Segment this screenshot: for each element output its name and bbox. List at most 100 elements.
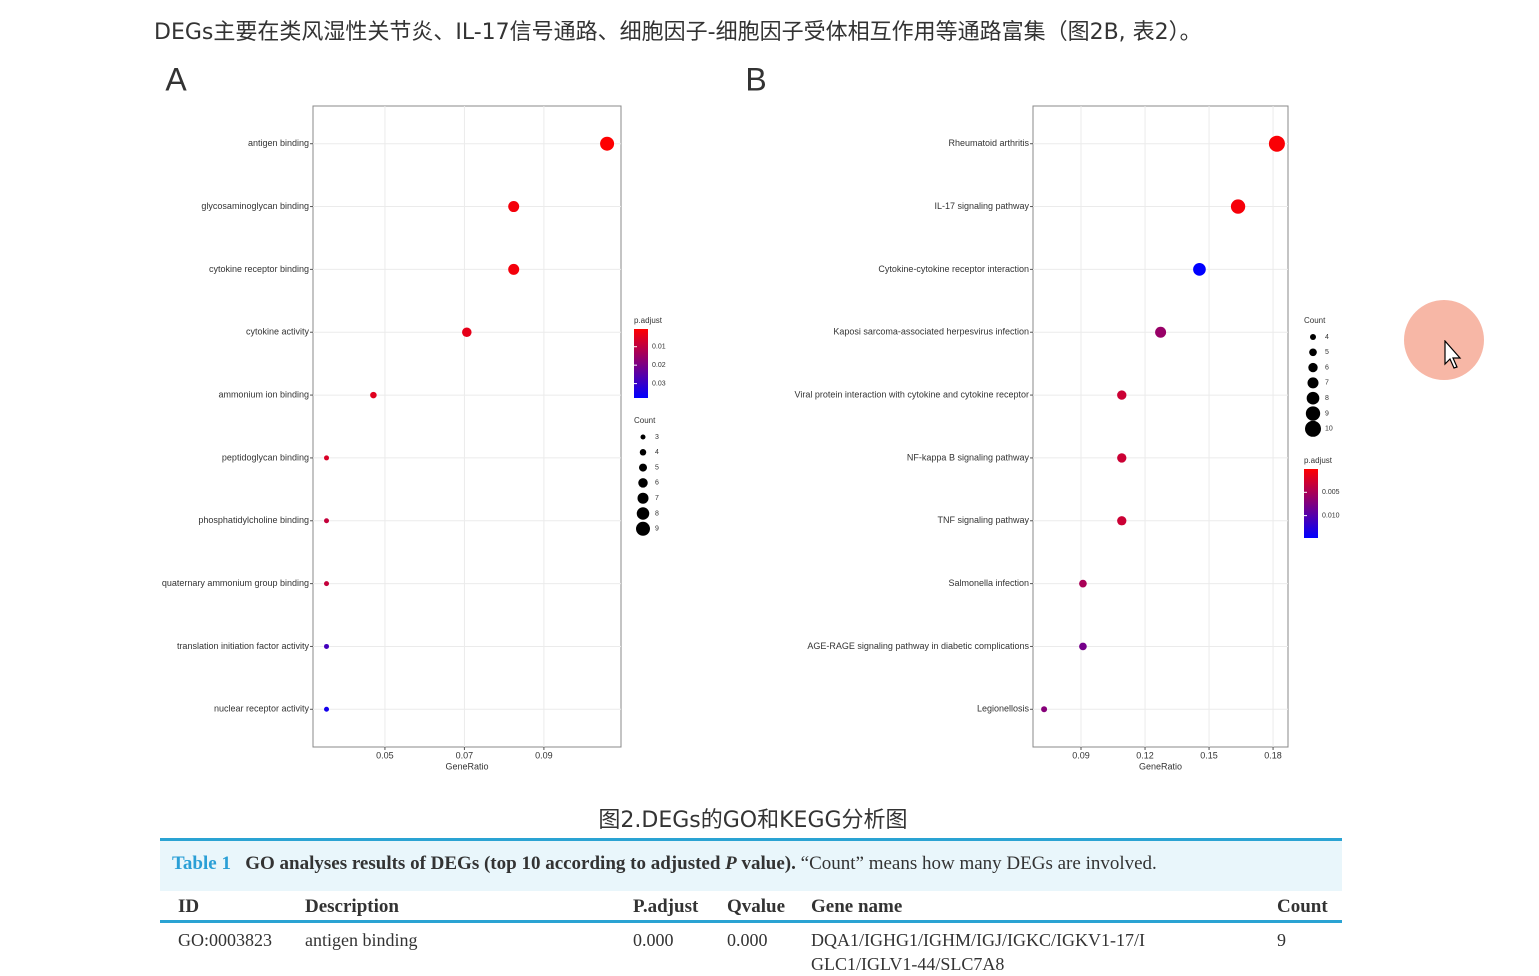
panel-label: B xyxy=(745,61,766,97)
size-legend-label: 7 xyxy=(655,495,659,502)
dot xyxy=(1155,326,1167,338)
size-legend-label: 3 xyxy=(655,434,659,441)
colorbar-tick-label: 0.03 xyxy=(652,380,666,387)
figure: A 0.05 0.07 0.09 GeneRatio antigen binding gly… xyxy=(162,61,1340,771)
y-tick-label: Legionellosis xyxy=(977,704,1030,714)
colorbar-tick-label: 0.01 xyxy=(652,344,666,351)
size-legend-label: 6 xyxy=(655,480,659,487)
y-tick-label: Kaposi sarcoma-associated herpesvirus in… xyxy=(833,327,1029,337)
column-header: Count xyxy=(1277,896,1328,917)
size-legend-dot xyxy=(1305,406,1321,421)
y-tick-label: AGE-RAGE signaling pathway in diabetic c… xyxy=(807,641,1029,651)
colorbar-tick-label: 0.005 xyxy=(1322,489,1340,496)
header-rule xyxy=(160,920,1342,923)
x-tick-label: 0.07 xyxy=(456,750,474,760)
size-legend-label: 5 xyxy=(1325,349,1329,356)
size-legend-dot xyxy=(638,478,648,488)
y-tick-label: Salmonella infection xyxy=(948,578,1029,588)
dot xyxy=(1117,453,1127,463)
table-cell: antigen binding xyxy=(305,930,418,950)
title-part: value). xyxy=(736,853,796,874)
size-legend-dot xyxy=(640,434,646,440)
x-tick-label: 0.09 xyxy=(1072,750,1090,760)
dot xyxy=(1230,199,1246,214)
size-legend-dot xyxy=(1308,362,1318,373)
y-tick-label: phosphatidylcholine binding xyxy=(198,515,309,525)
legend-title: Count xyxy=(1304,316,1326,325)
size-legend-label: 9 xyxy=(655,526,659,533)
table-title: Table 1 GO analyses results of DEGs (top… xyxy=(172,853,1157,875)
y-tick-label: cytokine activity xyxy=(246,327,310,337)
dot xyxy=(370,391,377,399)
y-tick-label: IL-17 signaling pathway xyxy=(934,201,1029,211)
panel-label: A xyxy=(165,61,187,97)
size-legend-label: 4 xyxy=(655,449,659,456)
body-text: DEGs主要在类风湿性关节炎、IL-17信号通路、细胞因子-细胞因子受体相互作用… xyxy=(154,20,1202,45)
size-legend-dot xyxy=(1309,348,1317,357)
table-cell: GO:0003823 xyxy=(178,930,272,950)
dot xyxy=(462,327,472,337)
dot xyxy=(324,455,330,461)
size-legend-label: 4 xyxy=(1325,334,1329,341)
colorbar-tick-label: 0.02 xyxy=(652,362,666,369)
dot xyxy=(324,581,330,587)
size-legend-dot xyxy=(1310,334,1316,340)
x-tick-label: 0.18 xyxy=(1264,750,1282,760)
x-tick-label: 0.09 xyxy=(535,750,553,760)
column-header: Gene name xyxy=(811,896,903,917)
legend-title: p.adjust xyxy=(1304,456,1333,465)
y-tick-label: Rheumatoid arthritis xyxy=(948,138,1029,148)
size-legend-label: 8 xyxy=(1325,395,1329,402)
plot-panel xyxy=(312,105,622,748)
y-tick-label: Cytokine-cytokine receptor interaction xyxy=(878,264,1029,274)
dot xyxy=(508,263,520,275)
size-legend-label: 8 xyxy=(655,510,659,517)
y-tick-label: cytokine receptor binding xyxy=(209,264,309,274)
dot xyxy=(1079,642,1087,651)
table-cell: 0.000 xyxy=(633,930,674,950)
dot xyxy=(1268,135,1285,152)
dot xyxy=(1117,390,1127,400)
colorbar-tick-label: 0.010 xyxy=(1322,512,1340,519)
size-legend-dot xyxy=(636,521,650,536)
column-header: Description xyxy=(305,896,399,917)
cursor xyxy=(1444,340,1462,369)
y-tick-label: glycosaminoglycan binding xyxy=(201,201,309,211)
size-legend-label: 10 xyxy=(1325,426,1333,433)
size-legend-dot xyxy=(1306,391,1320,405)
table-cell: 9 xyxy=(1277,930,1286,950)
figure-caption: 图2.DEGs的GO和KEGG分析图 xyxy=(598,808,908,833)
dot xyxy=(324,518,330,524)
dot xyxy=(1041,706,1048,713)
y-tick-label: TNF signaling pathway xyxy=(937,515,1029,525)
table-cell: 0.000 xyxy=(727,930,768,950)
size-legend-dot xyxy=(1305,420,1321,437)
size-legend-dot xyxy=(639,463,647,472)
y-tick-label: NF-kappa B signaling pathway xyxy=(907,452,1030,462)
x-tick-label: 0.05 xyxy=(376,750,394,760)
size-legend-label: 7 xyxy=(1325,380,1329,387)
column-header: P.adjust xyxy=(633,896,699,917)
column-header: ID xyxy=(178,896,200,917)
y-tick-label: nuclear receptor activity xyxy=(214,704,310,714)
x-axis-label: GeneRatio xyxy=(445,761,488,771)
x-tick-label: 0.12 xyxy=(1136,750,1154,760)
dot xyxy=(508,201,520,213)
table-title-text: GO analyses results of DEGs (top 10 acco… xyxy=(245,853,796,874)
colorbar xyxy=(1304,469,1318,538)
table-note: “Count” means how many DEGs are involved… xyxy=(800,853,1157,874)
size-legend-dot xyxy=(639,449,647,456)
y-tick-label: antigen binding xyxy=(248,138,309,148)
x-axis-label: GeneRatio xyxy=(1139,761,1182,771)
dot xyxy=(1079,579,1087,588)
size-legend-label: 9 xyxy=(1325,410,1329,417)
dot xyxy=(1117,516,1127,526)
x-tick-label: 0.15 xyxy=(1200,750,1218,760)
size-legend-dot xyxy=(1307,377,1319,389)
legend-title: p.adjust xyxy=(634,316,663,325)
size-legend-label: 5 xyxy=(655,464,659,471)
y-tick-label: ammonium ion binding xyxy=(218,389,309,399)
size-legend-label: 6 xyxy=(1325,364,1329,371)
column-header: Qvalue xyxy=(727,896,786,917)
